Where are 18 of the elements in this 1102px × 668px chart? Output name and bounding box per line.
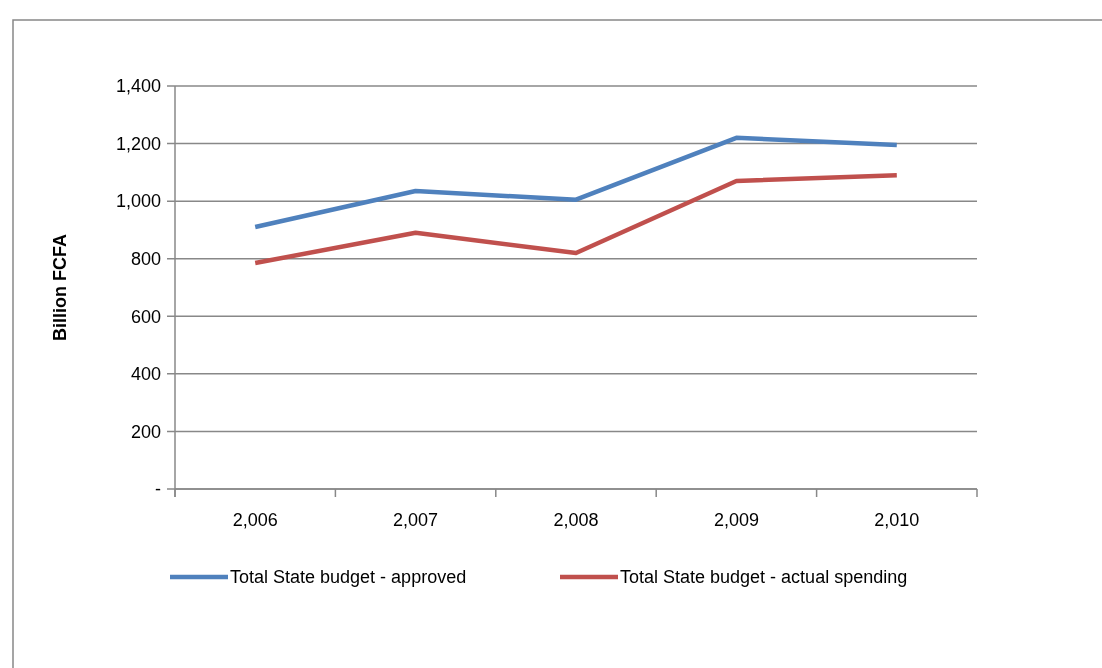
text: 1,400	[115, 76, 161, 97]
x-tick-label: 2,008	[553, 510, 599, 530]
text: 1,200	[115, 133, 161, 154]
y-tick-label: 400	[130, 364, 161, 385]
text: 1,000	[115, 191, 161, 212]
line-series	[252, 135, 900, 230]
y-tick-label: 600	[130, 306, 161, 327]
y-tick-label: 800	[130, 249, 161, 270]
x-tick-label: 2,006	[232, 510, 278, 530]
y-tick-label: -	[155, 479, 161, 500]
legend-label: Total State budget - actual spending	[620, 567, 908, 588]
y-tick-label: 200	[130, 421, 161, 442]
legend-label: Total State budget - approved	[230, 567, 467, 588]
line-series	[252, 172, 900, 266]
y-axis-title: Billion FCFA	[50, 234, 70, 341]
x-tick-label: 2,009	[713, 510, 759, 530]
x-tick-label: 2,007	[393, 510, 439, 530]
x-tick-label: 2,010	[874, 510, 920, 530]
